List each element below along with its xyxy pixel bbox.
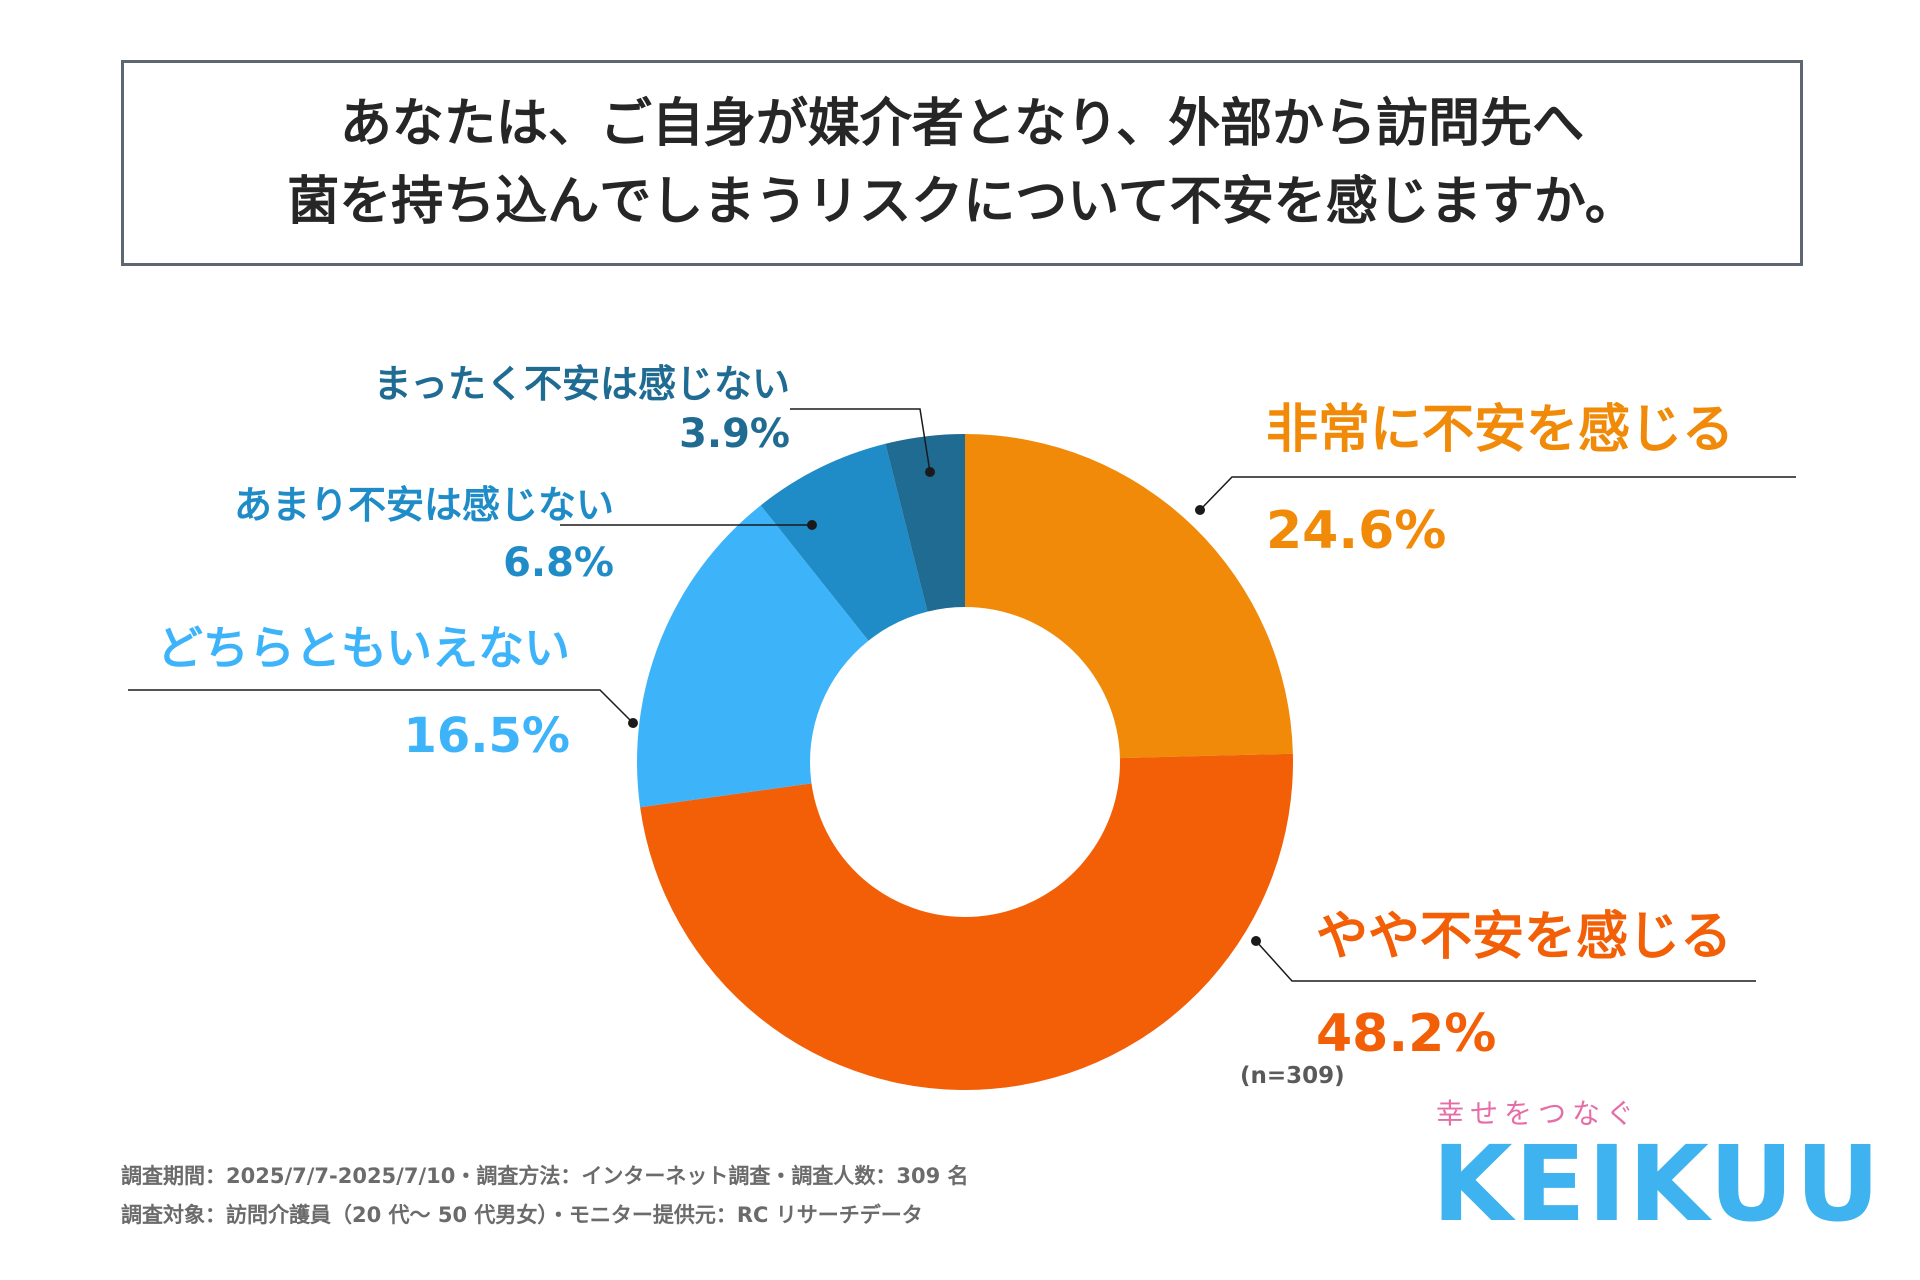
brand-logo: KEIKUU — [1432, 1123, 1882, 1245]
leader-line-very-anxious — [1199, 476, 1796, 511]
slice-value-very-anxious: 24.6% — [1266, 501, 1446, 561]
leader-line-somewhat-anxious — [1255, 940, 1756, 982]
chart-title-box: あなたは、ご自身が媒介者となり、外部から訪問先へ 菌を持ち込んでしまうリスクにつ… — [121, 60, 1803, 266]
leader-dot-neutral — [628, 718, 638, 728]
sample-size-note: (n=309) — [1240, 1063, 1345, 1089]
donut-slice-not-anxious-at-all — [885, 434, 965, 612]
donut-slice-not-very-anxious — [760, 443, 928, 641]
brand-tagline: 幸せをつなぐ — [1436, 1097, 1641, 1130]
slice-label-somewhat-anxious: やや不安を感じる — [1316, 907, 1732, 967]
donut-slice-very-anxious — [965, 434, 1293, 759]
slice-label-not-anxious-at-all: まったく不安は感じない — [374, 362, 790, 406]
slice-value-neutral: 16.5% — [403, 708, 570, 764]
slice-label-very-anxious: 非常に不安を感じる — [1266, 400, 1734, 460]
leader-dot-not-very-anxious — [807, 520, 817, 530]
slice-label-neutral: どちらともいえない — [157, 621, 570, 675]
chart-title-line-1: あなたは、ご自身が媒介者となり、外部から訪問先へ — [339, 94, 1585, 154]
leader-line-neutral — [128, 689, 634, 724]
leader-dot-very-anxious — [1195, 505, 1205, 515]
leader-dot-not-anxious-at-all — [925, 467, 935, 477]
leader-dot-somewhat-anxious — [1251, 936, 1261, 946]
slice-value-not-very-anxious: 6.8% — [503, 540, 614, 586]
chart-title-line-2: 菌を持ち込んでしまうリスクについて不安を感じますか。 — [287, 172, 1637, 232]
survey-footnote-1: 調査期間：2025/7/7-2025/7/10・調査方法：インターネット調査・調… — [121, 1164, 969, 1188]
slice-value-not-anxious-at-all: 3.9% — [679, 411, 790, 457]
donut-slice-somewhat-anxious — [640, 753, 1293, 1090]
survey-footnote-2: 調査対象：訪問介護員（20 代〜 50 代男女）・モニター提供元：RC リサーチ… — [121, 1203, 923, 1227]
donut-slice-neutral — [637, 505, 869, 808]
slice-label-not-very-anxious: あまり不安は感じない — [234, 483, 614, 527]
leader-line-not-anxious-at-all — [790, 408, 931, 473]
slice-value-somewhat-anxious: 48.2% — [1316, 1004, 1496, 1064]
